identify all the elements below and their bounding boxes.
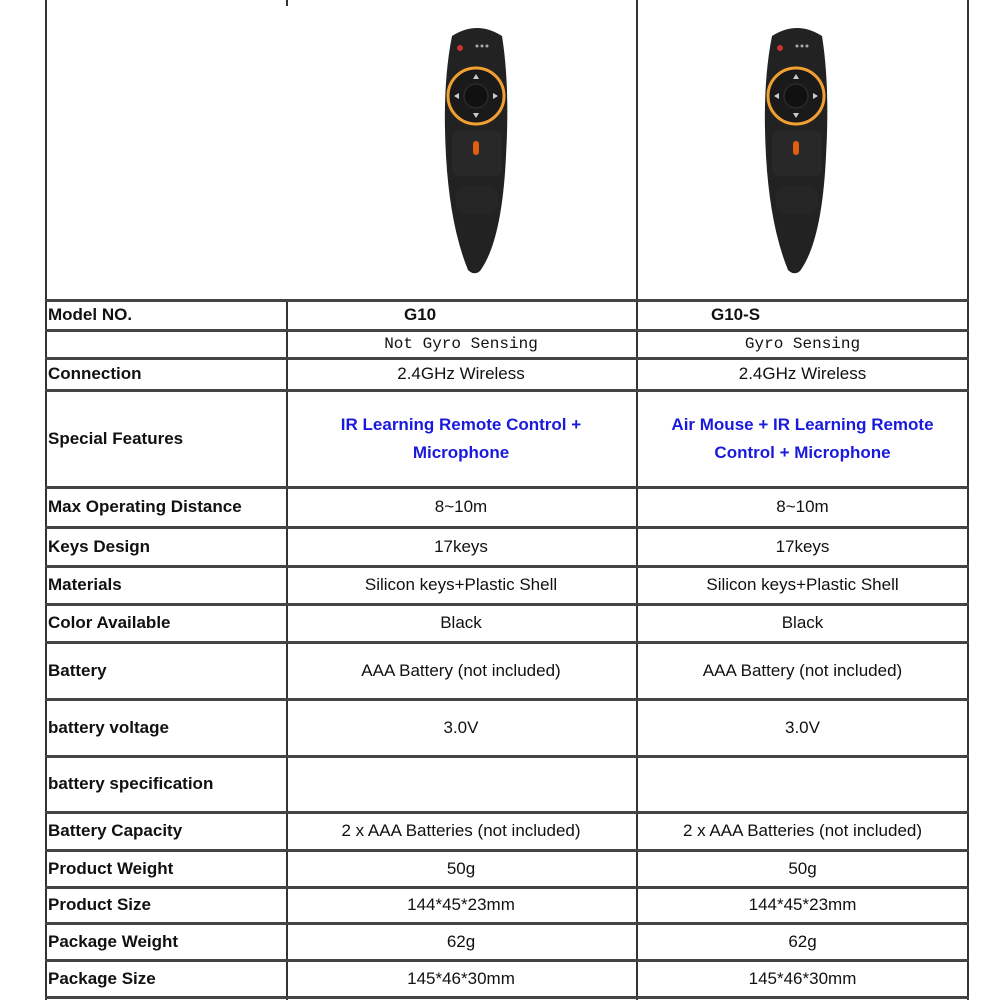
g10-value: G10	[404, 305, 437, 324]
g10s-value: 2.4GHz Wireless	[738, 364, 867, 383]
g10s-value: 8~10m	[776, 497, 829, 516]
table-border	[286, 0, 288, 6]
g10-value: 2 x AAA Batteries (not included)	[341, 821, 581, 840]
g10-value: Not Gyro Sensing	[384, 335, 538, 353]
table-row: Battery AAA Battery (not included) AAA B…	[45, 642, 969, 699]
table-row: Special Features IR Learning Remote Cont…	[45, 390, 969, 487]
table-row-divider	[45, 922, 969, 925]
table-row-divider	[45, 698, 969, 701]
row-label: Color Available	[48, 613, 171, 632]
g10-value: Silicon keys+Plastic Shell	[364, 575, 558, 594]
table-border	[967, 0, 969, 1000]
g10s-value: 145*46*30mm	[748, 968, 857, 988]
table-border	[45, 0, 47, 1000]
g10-value: 145*46*30mm	[407, 968, 515, 988]
table-row-divider	[45, 486, 969, 489]
table-row: Package Weight 62g 62g	[45, 923, 969, 960]
table-row: battery voltage 3.0V 3.0V	[45, 699, 969, 756]
table-row-divider	[45, 357, 969, 360]
g10-value: 144*45*23mm	[407, 895, 515, 914]
row-label: Battery Capacity	[48, 821, 183, 840]
row-label: Battery	[48, 660, 107, 680]
row-label: Special Features	[48, 428, 184, 448]
table-border	[636, 0, 638, 1000]
row-label: Connection	[48, 364, 142, 383]
table-row-divider	[45, 526, 969, 529]
g10s-value: 17keys	[775, 536, 830, 556]
product-image-g10s	[752, 8, 932, 290]
g10s-value: Air Mouse + IR Learning Remote Control +…	[671, 414, 934, 462]
g10s-value: 2 x AAA Batteries (not included)	[682, 821, 923, 840]
table-row: Not Gyro Sensing Gyro Sensing	[45, 330, 969, 358]
table-border	[286, 300, 288, 1000]
row-label: battery specification	[48, 774, 214, 793]
g10-value: Black	[440, 613, 482, 632]
g10s-value: AAA Battery (not included)	[702, 660, 903, 680]
row-label: Max Operating Distance	[48, 497, 242, 516]
g10-value: 8~10m	[434, 497, 488, 516]
remote-control-image	[432, 26, 522, 281]
table-row-divider	[45, 299, 969, 302]
g10s-value: 144*45*23mm	[748, 895, 857, 914]
table-row-divider	[45, 389, 969, 392]
row-label: Product Size	[48, 895, 151, 914]
row-label: Package Weight	[48, 931, 179, 951]
g10-value: 50g	[446, 858, 476, 878]
table-row: Package Size 145*46*30mm 145*46*30mm	[45, 960, 969, 997]
g10s-value: Black	[781, 613, 824, 632]
g10s-value: 62g	[788, 931, 817, 951]
row-label: Product Weight	[48, 858, 174, 878]
g10-value: AAA Battery (not included)	[361, 660, 561, 680]
table-row: Color Available Black Black	[45, 604, 969, 642]
g10s-value: Gyro Sensing	[744, 335, 861, 353]
row-label: Package Size	[48, 968, 156, 988]
row-label: Materials	[48, 575, 122, 594]
table-row-divider	[45, 641, 969, 644]
table-row: battery specification	[45, 756, 969, 812]
table-row-divider	[45, 996, 969, 999]
row-label: Model NO.	[48, 305, 133, 324]
g10s-value: 3.0V	[785, 717, 820, 737]
g10-value: IR Learning Remote Control + Microphone	[340, 414, 582, 462]
table-row: Model NO. G10 G10-S	[45, 300, 969, 330]
table-row: Connection 2.4GHz Wireless 2.4GHz Wirele…	[45, 358, 969, 390]
table-row: Materials Silicon keys+Plastic Shell Sil…	[45, 566, 969, 604]
product-image-g10	[330, 8, 603, 290]
table-row-divider	[45, 755, 969, 758]
table-row-divider	[45, 811, 969, 814]
table-row-divider	[45, 329, 969, 332]
g10s-value: 50g	[788, 858, 817, 878]
g10s-value: G10-S	[711, 305, 761, 324]
table-row-divider	[45, 959, 969, 962]
g10-value: 3.0V	[443, 717, 479, 737]
table-row-divider	[45, 603, 969, 606]
table-row: Product Weight 50g 50g	[45, 850, 969, 887]
g10-value: 62g	[446, 931, 476, 951]
table-row-divider	[45, 565, 969, 568]
g10-value: 17keys	[434, 536, 488, 556]
g10s-value: Silicon keys+Plastic Shell	[706, 575, 899, 594]
row-label: battery voltage	[48, 717, 169, 737]
table-row: Max Operating Distance 8~10m 8~10m	[45, 487, 969, 527]
table-row: Product Size 144*45*23mm 144*45*23mm	[45, 887, 969, 923]
table-row: Keys Design 17keys 17keys	[45, 527, 969, 566]
row-label: Keys Design	[48, 536, 151, 556]
remote-control-image	[752, 26, 842, 281]
table-row-divider	[45, 849, 969, 852]
table-row-divider	[45, 886, 969, 889]
table-row: Battery Capacity 2 x AAA Batteries (not …	[45, 812, 969, 850]
g10-value: 2.4GHz Wireless	[397, 364, 525, 383]
